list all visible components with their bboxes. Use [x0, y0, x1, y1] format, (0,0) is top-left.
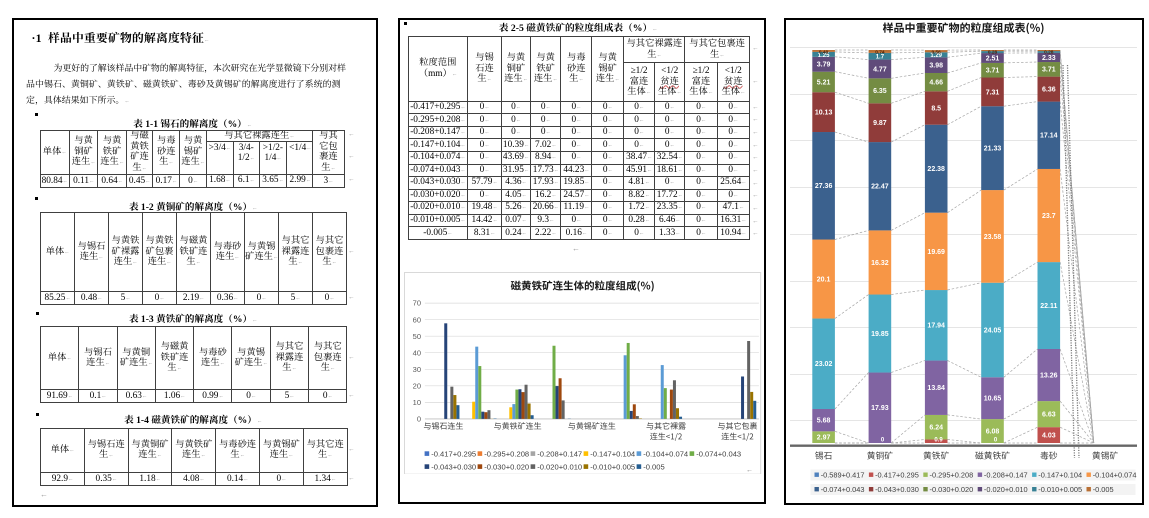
svg-text:-0.030+0.020: -0.030+0.020 — [484, 462, 529, 471]
svg-text:6.35: 6.35 — [873, 88, 887, 95]
svg-text:13.84: 13.84 — [927, 385, 945, 392]
svg-text:5.68: 5.68 — [817, 418, 831, 425]
svg-text:20.1: 20.1 — [817, 276, 831, 283]
svg-text:-0.010+0.005: -0.010+0.005 — [590, 462, 635, 471]
svg-text:10.65: 10.65 — [984, 396, 1002, 403]
svg-text:20: 20 — [412, 381, 420, 390]
svg-text:-0.010+0.005: -0.010+0.005 — [1038, 485, 1082, 494]
svg-text:17.93: 17.93 — [871, 405, 889, 412]
svg-text:19.69: 19.69 — [927, 249, 945, 256]
svg-text:10: 10 — [412, 398, 420, 407]
svg-text:6.36: 6.36 — [1042, 87, 1056, 94]
svg-text:2.33: 2.33 — [1042, 55, 1056, 62]
svg-text:30: 30 — [412, 365, 420, 374]
svg-text:-0.104+0.074: -0.104+0.074 — [643, 449, 688, 458]
svg-text:27.36: 27.36 — [815, 183, 833, 190]
svg-text:13.26: 13.26 — [1040, 373, 1058, 380]
svg-text:-0.043+0.030: -0.043+0.030 — [875, 485, 919, 494]
svg-text:-0.043+0.030: -0.043+0.030 — [431, 462, 476, 471]
svg-text:8.5: 8.5 — [931, 105, 941, 112]
svg-text:←: ← — [746, 467, 753, 474]
svg-text:50: 50 — [412, 332, 420, 341]
svg-text:0: 0 — [417, 414, 421, 423]
svg-text:23.58: 23.58 — [984, 234, 1002, 241]
svg-text:-0.417+0.295: -0.417+0.295 — [875, 471, 919, 480]
svg-text:22.11: 22.11 — [1040, 303, 1057, 310]
svg-text:0.28: 0.28 — [988, 49, 998, 55]
svg-text:-0.074+0.043: -0.074+0.043 — [696, 449, 741, 458]
svg-text:17.94: 17.94 — [927, 323, 945, 330]
svg-text:23.7: 23.7 — [1042, 213, 1056, 220]
svg-text:-0.020+0.010: -0.020+0.010 — [984, 485, 1028, 494]
svg-text:40: 40 — [412, 348, 420, 357]
svg-text:17.14: 17.14 — [1040, 133, 1058, 140]
svg-text:3.71: 3.71 — [1042, 67, 1056, 74]
svg-text:0.74: 0.74 — [875, 49, 885, 55]
svg-text:-0.295+0.208: -0.295+0.208 — [930, 471, 974, 480]
svg-text:70: 70 — [412, 298, 420, 307]
svg-text:60: 60 — [412, 315, 420, 324]
svg-text:24.05: 24.05 — [984, 327, 1002, 334]
svg-text:6.24: 6.24 — [929, 425, 943, 432]
svg-text:-0.147+0.104: -0.147+0.104 — [1038, 471, 1082, 480]
svg-text:-0.005: -0.005 — [1093, 485, 1114, 494]
svg-text:5.21: 5.21 — [817, 79, 831, 86]
svg-text:1.25: 1.25 — [818, 53, 830, 59]
svg-text:16.32: 16.32 — [871, 260, 889, 267]
svg-text:22.38: 22.38 — [927, 166, 945, 173]
svg-text:7.31: 7.31 — [986, 89, 1000, 96]
svg-text:4.66: 4.66 — [929, 80, 943, 87]
svg-text:0.56: 0.56 — [932, 50, 942, 56]
svg-text:1.29: 1.29 — [930, 53, 942, 59]
svg-text:3.79: 3.79 — [817, 62, 831, 69]
svg-text:21.33: 21.33 — [984, 146, 1002, 153]
svg-text:2.97: 2.97 — [817, 435, 831, 442]
svg-text:3.71: 3.71 — [986, 68, 1000, 75]
svg-text:0.49: 0.49 — [819, 49, 829, 55]
svg-text:6.08: 6.08 — [986, 429, 1000, 436]
svg-text:3.98: 3.98 — [929, 63, 943, 70]
svg-text:23.02: 23.02 — [815, 361, 833, 368]
svg-text:-0.104+0.074: -0.104+0.074 — [1093, 471, 1137, 480]
svg-text:0: 0 — [994, 438, 998, 444]
svg-text:2.51: 2.51 — [986, 55, 1000, 62]
svg-text:-0.147+0.104: -0.147+0.104 — [590, 449, 635, 458]
svg-text:19.85: 19.85 — [871, 331, 889, 338]
svg-text:-0.208+0.147: -0.208+0.147 — [984, 471, 1028, 480]
svg-text:-0.589+0.417: -0.589+0.417 — [821, 471, 865, 480]
svg-text:10.13: 10.13 — [815, 110, 833, 117]
svg-text:-0.020+0.010: -0.020+0.010 — [537, 462, 582, 471]
svg-text:-0.074+0.043: -0.074+0.043 — [821, 485, 865, 494]
svg-text:0.9: 0.9 — [934, 438, 943, 444]
svg-text:-0.030+0.020: -0.030+0.020 — [930, 485, 974, 494]
svg-text:0.28: 0.28 — [1044, 49, 1054, 55]
svg-text:-0.295+0.208: -0.295+0.208 — [484, 449, 529, 458]
svg-text:1.7: 1.7 — [876, 55, 885, 61]
svg-text:9.87: 9.87 — [873, 120, 887, 127]
svg-text:4.03: 4.03 — [1042, 433, 1056, 440]
svg-text:22.47: 22.47 — [871, 184, 889, 191]
svg-text:4.77: 4.77 — [873, 66, 887, 73]
svg-text:-0.208+0.147: -0.208+0.147 — [537, 449, 582, 458]
svg-text:-0.005: -0.005 — [643, 462, 665, 471]
svg-text:0: 0 — [881, 438, 885, 444]
svg-text:6.63: 6.63 — [1042, 412, 1056, 419]
svg-text:-0.417+0.295: -0.417+0.295 — [431, 449, 476, 458]
